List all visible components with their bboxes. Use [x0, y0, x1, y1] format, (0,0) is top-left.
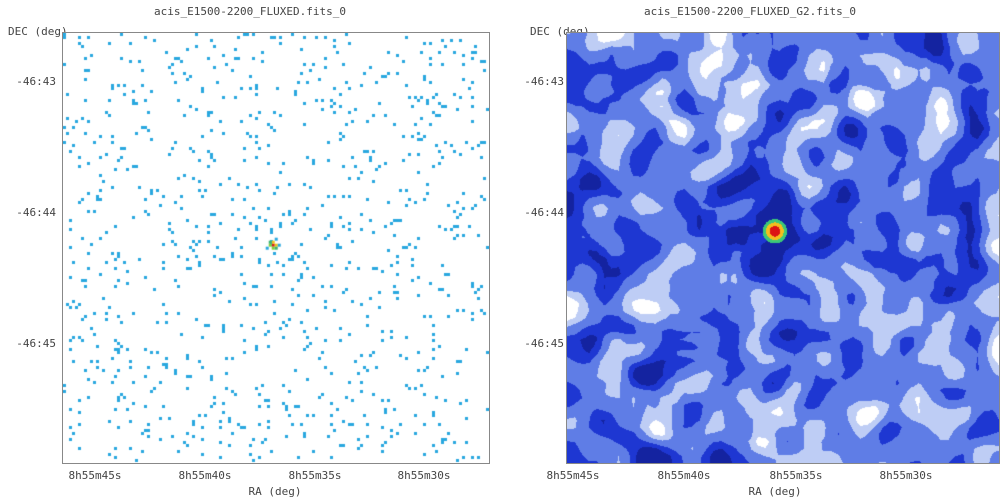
smoothed-image-plot[interactable] [566, 32, 1000, 464]
ra-tick-label: 8h55m40s [657, 469, 711, 482]
dec-tick-label: -46:44 [524, 206, 564, 219]
dec-tick-label: -46:44 [16, 206, 56, 219]
dec-axis-label: DEC (deg) [8, 25, 68, 38]
dec-tick-label: -46:45 [524, 337, 564, 350]
raw-counts-image [63, 33, 489, 463]
ra-tick-label: 8h55m40s [178, 469, 232, 482]
dec-tick-label: -46:43 [524, 75, 564, 88]
dec-tick-label: -46:45 [16, 337, 56, 350]
smoothed-counts-image [567, 33, 999, 463]
dec-tick-label: -46:43 [16, 75, 56, 88]
ra-tick-label: 8h55m35s [769, 469, 823, 482]
ra-axis-label: RA (deg) [248, 485, 302, 498]
smoothed-image-panel: acis_E1500-2200_FLUXED_G2.fits_0 DEC (de… [500, 0, 1000, 504]
ra-tick-label: 8h55m45s [68, 469, 122, 482]
ra-tick-label: 8h55m35s [288, 469, 342, 482]
raw-image-panel: acis_E1500-2200_FLUXED.fits_0 DEC (deg) … [8, 5, 490, 498]
panel-title: acis_E1500-2200_FLUXED.fits_0 [153, 5, 347, 18]
ra-tick-label: 8h55m45s [546, 469, 600, 482]
ra-axis-label: RA (deg) [748, 485, 802, 498]
panel-title: acis_E1500-2200_FLUXED_G2.fits_0 [644, 5, 856, 18]
ra-tick-label: 8h55m30s [397, 469, 451, 482]
raw-image-plot[interactable] [62, 32, 490, 464]
ra-tick-label: 8h55m30s [879, 469, 933, 482]
